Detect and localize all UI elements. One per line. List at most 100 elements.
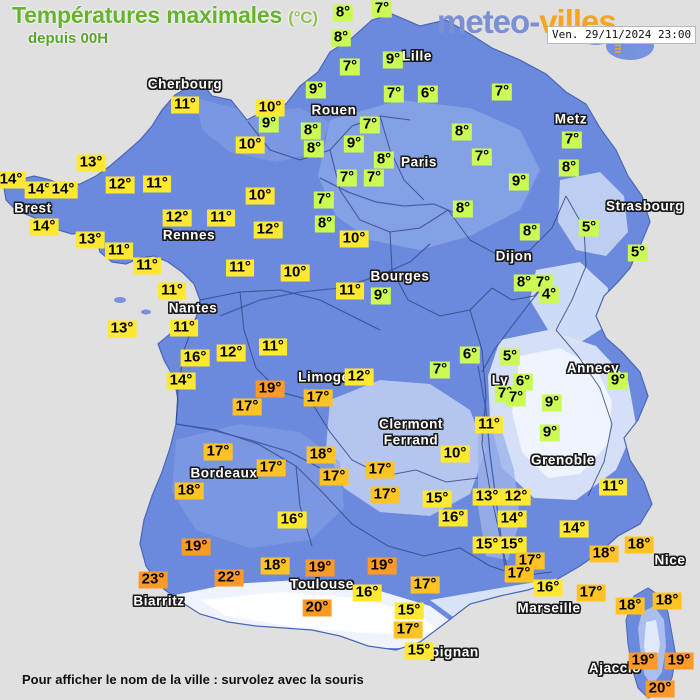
temperature-chip[interactable]: 15°	[404, 642, 434, 660]
site-logo[interactable]: meteo-villes.com	[437, 3, 641, 54]
temperature-chip[interactable]: 13°	[107, 320, 137, 338]
temperature-chip[interactable]: 11°	[171, 96, 199, 114]
temperature-chip[interactable]: 18°	[174, 482, 204, 500]
temperature-chip[interactable]: 6°	[459, 346, 481, 364]
temperature-chip[interactable]: 18°	[615, 597, 645, 615]
temperature-chip[interactable]: 16°	[533, 579, 563, 597]
temperature-chip[interactable]: 14°	[166, 372, 196, 390]
temperature-chip[interactable]: 22°	[214, 569, 244, 587]
temperature-chip[interactable]: 7°	[313, 191, 335, 209]
temperature-chip[interactable]: 8°	[332, 4, 354, 22]
temperature-chip[interactable]: 9°	[343, 135, 365, 153]
temperature-chip[interactable]: 8°	[451, 123, 473, 141]
temperature-chip[interactable]: 9°	[539, 424, 561, 442]
temperature-chip[interactable]: 18°	[652, 592, 682, 610]
temperature-chip[interactable]: 20°	[645, 680, 675, 698]
temperature-chip[interactable]: 9°	[305, 81, 327, 99]
temperature-chip[interactable]: 9°	[508, 173, 530, 191]
temperature-chip[interactable]: 12°	[253, 221, 283, 239]
temperature-chip[interactable]: 12°	[501, 488, 531, 506]
temperature-chip[interactable]: 17°	[232, 398, 262, 416]
temperature-chip[interactable]: 8°	[519, 223, 541, 241]
temperature-chip[interactable]: 7°	[339, 58, 361, 76]
temperature-chip[interactable]: 19°	[664, 652, 694, 670]
temperature-chip[interactable]: 9°	[607, 372, 629, 390]
temperature-chip[interactable]: 17°	[303, 389, 333, 407]
temperature-chip[interactable]: 7°	[336, 169, 358, 187]
temperature-chip[interactable]: 13°	[472, 488, 502, 506]
temperature-chip[interactable]: 10°	[235, 136, 265, 154]
temperature-chip[interactable]: 12°	[344, 368, 374, 386]
temperature-chip[interactable]: 11°	[475, 416, 503, 434]
temperature-chip[interactable]: 8°	[373, 151, 395, 169]
temperature-chip[interactable]: 19°	[628, 652, 658, 670]
temperature-chip[interactable]: 11°	[133, 257, 161, 275]
temperature-chip[interactable]: 7°	[471, 148, 493, 166]
temperature-chip[interactable]: 19°	[255, 380, 285, 398]
temperature-chip[interactable]: 6°	[512, 373, 534, 391]
temperature-chip[interactable]: 10°	[339, 230, 369, 248]
temperature-chip[interactable]: 17°	[256, 459, 286, 477]
temperature-chip[interactable]: 7°	[491, 83, 513, 101]
temperature-chip[interactable]: 11°	[226, 259, 254, 277]
temperature-chip[interactable]: 20°	[302, 599, 332, 617]
temperature-chip[interactable]: 11°	[143, 175, 171, 193]
temperature-chip[interactable]: 13°	[76, 154, 106, 172]
temperature-chip[interactable]: 15°	[472, 536, 502, 554]
temperature-chip[interactable]: 11°	[259, 338, 287, 356]
temperature-chip[interactable]: 15°	[394, 602, 424, 620]
temperature-chip[interactable]: 9°	[541, 394, 563, 412]
temperature-chip[interactable]: 11°	[599, 478, 627, 496]
temperature-chip[interactable]: 5°	[578, 219, 600, 237]
temperature-chip[interactable]: 11°	[170, 319, 198, 337]
temperature-chip[interactable]: 17°	[370, 486, 400, 504]
temperature-chip[interactable]: 6°	[417, 85, 439, 103]
temperature-chip[interactable]: 7°	[359, 116, 381, 134]
temperature-chip[interactable]: 12°	[216, 344, 246, 362]
temperature-chip[interactable]: 8°	[300, 122, 322, 140]
temperature-chip[interactable]: 13°	[75, 231, 105, 249]
temperature-chip[interactable]: 10°	[245, 187, 275, 205]
temperature-chip[interactable]: 17°	[504, 565, 534, 583]
temperature-chip[interactable]: 17°	[203, 443, 233, 461]
temperature-chip[interactable]: 18°	[306, 446, 336, 464]
temperature-chip[interactable]: 11°	[336, 282, 364, 300]
temperature-chip[interactable]: 8°	[330, 29, 352, 47]
temperature-chip[interactable]: 14°	[559, 520, 589, 538]
temperature-chip[interactable]: 11°	[158, 282, 186, 300]
temperature-chip[interactable]: 18°	[624, 536, 654, 554]
temperature-chip[interactable]: 14°	[48, 181, 78, 199]
temperature-chip[interactable]: 7°	[429, 361, 451, 379]
temperature-chip[interactable]: 16°	[277, 511, 307, 529]
temperature-chip[interactable]: 19°	[181, 538, 211, 556]
temperature-chip[interactable]: 7°	[383, 85, 405, 103]
temperature-chip[interactable]: 11°	[105, 242, 133, 260]
temperature-chip[interactable]: 7°	[371, 0, 393, 18]
temperature-chip[interactable]: 17°	[319, 468, 349, 486]
temperature-chip[interactable]: 5°	[627, 244, 649, 262]
temperature-chip[interactable]: 14°	[24, 181, 54, 199]
temperature-chip[interactable]: 9°	[258, 115, 280, 133]
temperature-chip[interactable]: 9°	[382, 51, 404, 69]
temperature-chip[interactable]: 8°	[303, 140, 325, 158]
temperature-chip[interactable]: 5°	[499, 348, 521, 366]
temperature-chip[interactable]: 11°	[207, 209, 235, 227]
temperature-chip[interactable]: 15°	[422, 490, 452, 508]
temperature-chip[interactable]: 17°	[576, 584, 606, 602]
temperature-chip[interactable]: 19°	[305, 559, 335, 577]
temperature-chip[interactable]: 19°	[367, 557, 397, 575]
temperature-chip[interactable]: 7°	[561, 131, 583, 149]
temperature-chip[interactable]: 16°	[438, 509, 468, 527]
temperature-chip[interactable]: 14°	[29, 218, 59, 236]
temperature-chip[interactable]: 18°	[589, 545, 619, 563]
temperature-chip[interactable]: 15°	[497, 536, 527, 554]
temperature-chip[interactable]: 16°	[352, 584, 382, 602]
temperature-chip[interactable]: 4°	[538, 286, 560, 304]
temperature-chip[interactable]: 10°	[280, 264, 310, 282]
temperature-chip[interactable]: 9°	[370, 287, 392, 305]
temperature-chip[interactable]: 14°	[497, 510, 527, 528]
temperature-chip[interactable]: 18°	[260, 557, 290, 575]
temperature-chip[interactable]: 12°	[105, 176, 135, 194]
temperature-chip[interactable]: 7°	[505, 389, 527, 407]
temperature-chip[interactable]: 8°	[558, 159, 580, 177]
